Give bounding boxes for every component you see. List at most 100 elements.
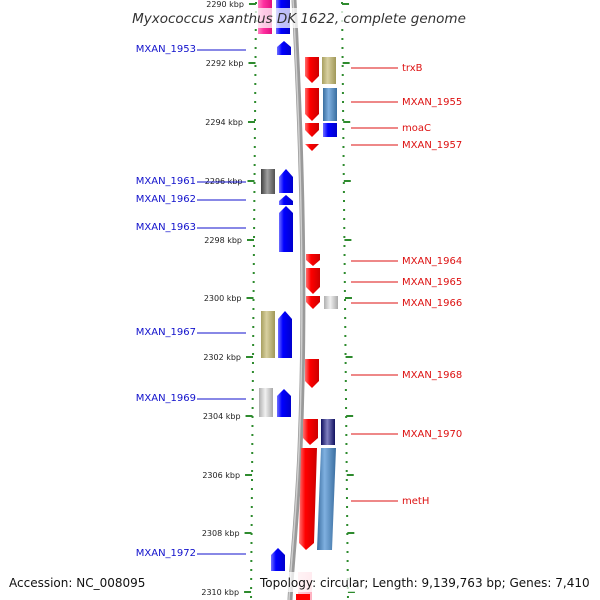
genes-plus-strand [258,0,293,571]
track-dot [253,236,256,238]
track-dot [250,488,253,490]
track-dot [251,407,254,409]
gene-mxan-1963 [279,206,293,252]
track-dot [346,515,349,517]
track-dot [254,2,257,4]
tick-mark-left [246,356,254,358]
gene-mxan-1972 [271,548,285,571]
track-dot [341,29,344,31]
gene-label-left[interactable]: MXAN_1953 [136,44,196,55]
tick-label: 2298 kbp [204,236,242,245]
track-dot [342,146,345,148]
track-dot [344,362,347,364]
gene-mxan-1961-dark [261,169,275,194]
gene-label-right[interactable]: MXAN_1965 [402,277,462,288]
track-dot [341,65,344,67]
genome-backbone [287,0,306,600]
gene-label-left[interactable]: MXAN_1972 [136,548,196,559]
gene-label-left[interactable]: MXAN_1962 [136,194,196,205]
track-dot [253,164,256,166]
track-dot [254,38,257,40]
track-dot [344,308,347,310]
gene-label-left[interactable]: MXAN_1967 [136,327,196,338]
tick-mark-right [344,239,352,241]
track-dot [346,542,349,544]
gene-label-left[interactable]: MXAN_1961 [136,176,196,187]
gene-label-left[interactable]: MXAN_1969 [136,393,196,404]
track-dot [342,155,345,157]
gene-label-right[interactable]: MXAN_1957 [402,140,462,151]
track-dot [344,317,347,319]
track-dot [345,488,348,490]
track-dot [252,344,255,346]
accession-text: Accession: NC_008095 [9,576,145,590]
track-dot [344,389,347,391]
tick-mark-left [244,532,252,534]
track-dot [252,272,255,274]
track-dot [254,101,257,103]
track-boundaries [250,2,349,598]
tick-label: 2300 kbp [204,294,242,303]
gene-label-right[interactable]: moaC [402,123,431,134]
gene-label-right[interactable]: MXAN_1970 [402,429,462,440]
gene-mxan-1966-gray [324,296,338,309]
gene-mxan-1967-olive [261,311,275,358]
track-dot [250,587,253,589]
gene-mxan-1967 [278,311,292,358]
gene-trxb-olive [322,57,336,84]
track-dot [254,110,257,112]
gene-mxan-1962 [279,195,293,205]
track-dot [345,425,348,427]
tick-mark-left [247,239,254,241]
track-dot [342,182,345,184]
track-dot [343,281,346,283]
track-dot [341,56,344,58]
gene-label-right[interactable]: MXAN_1955 [402,97,462,108]
track-dot [346,506,349,508]
track-dot [345,452,348,454]
track-dot [345,407,348,409]
track-dot [252,335,255,337]
gene-label-right[interactable]: metH [402,496,429,507]
tick-mark-left [245,474,253,476]
track-dot [254,56,257,58]
gene-moac-blue [323,123,337,137]
track-dot [345,461,348,463]
track-dot [252,245,255,247]
track-dot [343,263,346,265]
track-dot [345,434,348,436]
track-dot [344,326,347,328]
footer-backdrop [256,572,596,592]
gene-mxan-1969-gray [259,388,273,417]
tick-label: 2302 kbp [203,353,241,362]
track-dot [250,524,253,526]
title-backdrop [128,8,472,28]
track-dot [250,596,253,598]
gene-label-right[interactable]: MXAN_1966 [402,298,462,309]
track-dot [252,317,255,319]
track-dot [253,191,256,193]
track-dot [253,227,256,229]
track-dot [250,497,253,499]
gene-label-left[interactable]: MXAN_1963 [136,222,196,233]
track-dot [346,551,349,553]
track-dot [342,110,345,112]
track-dot [346,596,349,598]
track-dot [345,443,348,445]
track-dot [251,380,254,382]
gene-label-right[interactable]: trxB [402,63,423,74]
tick-mark-right [345,356,353,358]
left-gene-labels: MXAN_1953 MXAN_1961 MXAN_1962 MXAN_1963 MXAN… [136,44,246,559]
gene-moac [305,123,319,137]
gene-label-right[interactable]: MXAN_1964 [402,256,462,267]
tick-mark-right [342,62,350,64]
track-dot [250,542,253,544]
track-dot [345,470,348,472]
gene-label-right[interactable]: MXAN_1968 [402,370,462,381]
topology-text: Topology: circular; Length: 9,139,763 bp… [259,576,590,590]
track-dot [252,290,255,292]
track-dot [253,155,256,157]
track-dot [343,200,345,202]
gene-meth [299,448,317,550]
track-dot [251,452,254,454]
